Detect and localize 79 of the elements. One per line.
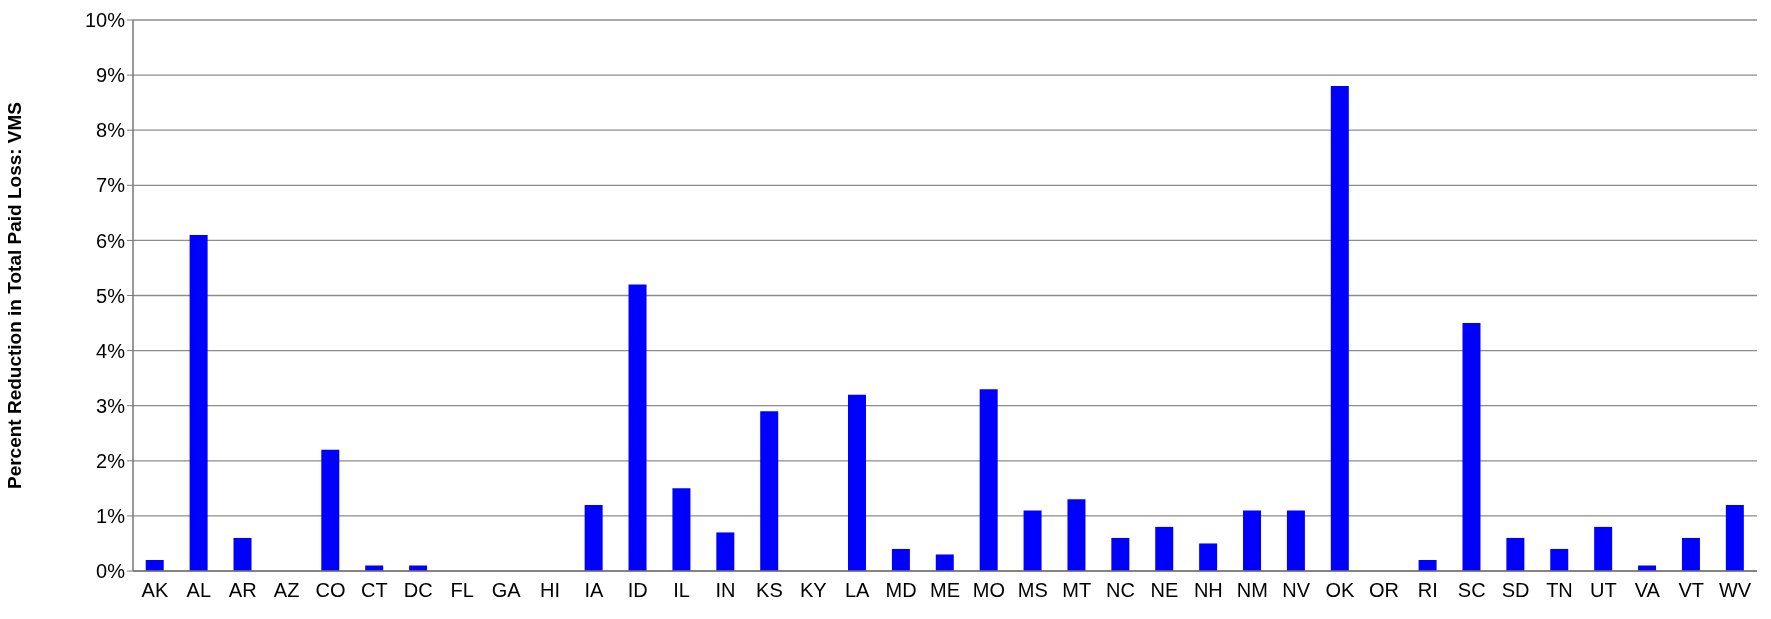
x-tick-label: UT bbox=[1590, 579, 1617, 602]
x-tick-label: KS bbox=[756, 579, 783, 602]
x-tick-label: SD bbox=[1501, 579, 1530, 602]
x-tick-label: IA bbox=[584, 579, 604, 602]
bar bbox=[760, 411, 779, 571]
bar bbox=[1418, 559, 1437, 571]
x-tick-label: AZ bbox=[273, 579, 300, 602]
x-tick-label: ID bbox=[627, 579, 648, 602]
x-tick-label: CT bbox=[361, 579, 388, 602]
bar bbox=[1111, 537, 1130, 571]
y-tick-label: 1% bbox=[96, 505, 126, 527]
bar bbox=[1155, 526, 1174, 571]
x-tick-label: NE bbox=[1150, 579, 1179, 602]
x-tick-label: CO bbox=[315, 579, 346, 602]
bar bbox=[365, 565, 384, 571]
y-tick-label: 0% bbox=[96, 560, 126, 583]
x-tick-label: ME bbox=[930, 579, 960, 602]
bar bbox=[189, 234, 208, 571]
y-tick-label: 5% bbox=[96, 284, 126, 307]
x-tick-label: HI bbox=[539, 579, 560, 602]
x-tick-label: FL bbox=[450, 579, 474, 602]
y-tick-label: 3% bbox=[96, 394, 126, 417]
x-tick-label: KY bbox=[799, 579, 827, 602]
x-tick-label: DC bbox=[403, 579, 433, 602]
bar bbox=[1286, 510, 1305, 571]
x-tick-label: RI bbox=[1417, 579, 1438, 602]
bar bbox=[935, 554, 954, 571]
bar bbox=[848, 394, 866, 571]
bar bbox=[1067, 499, 1086, 571]
bar bbox=[321, 449, 340, 571]
x-tick-label: AR bbox=[228, 579, 257, 602]
bar bbox=[233, 537, 252, 571]
x-tick-label: NH bbox=[1193, 579, 1223, 602]
bar bbox=[1550, 548, 1569, 571]
y-tick-label: 7% bbox=[96, 174, 126, 197]
bar bbox=[1243, 510, 1262, 571]
bar bbox=[584, 504, 603, 571]
x-tick-label: VT bbox=[1678, 579, 1704, 602]
x-tick-label: OK bbox=[1325, 579, 1356, 602]
y-tick-label: 9% bbox=[96, 64, 126, 87]
x-tick-label: IN bbox=[715, 579, 736, 602]
y-tick-label: 2% bbox=[96, 449, 126, 472]
x-tick-label: MD bbox=[885, 579, 917, 602]
bar bbox=[1681, 537, 1700, 571]
y-tick-label: 6% bbox=[96, 229, 126, 252]
bar bbox=[672, 488, 691, 571]
x-tick-label: OR bbox=[1368, 579, 1399, 602]
x-tick-label: MT bbox=[1062, 579, 1092, 602]
y-tick-label: 4% bbox=[96, 339, 126, 362]
bar bbox=[1023, 510, 1042, 571]
x-tick-label: NC bbox=[1106, 579, 1136, 602]
x-tick-label: MO bbox=[972, 579, 1005, 602]
bar bbox=[1594, 526, 1613, 571]
bar bbox=[1462, 323, 1481, 571]
bar bbox=[979, 389, 998, 571]
x-tick-label: LA bbox=[844, 579, 871, 602]
x-tick-label: AL bbox=[186, 579, 212, 602]
x-tick-label: MS bbox=[1017, 579, 1048, 602]
x-tick-label: VA bbox=[1634, 579, 1661, 602]
bar bbox=[1638, 565, 1657, 571]
bar bbox=[1330, 86, 1349, 571]
x-tick-label: GA bbox=[491, 579, 522, 602]
x-tick-label: SC bbox=[1457, 579, 1486, 602]
bar bbox=[1506, 537, 1525, 571]
x-tick-label: NM bbox=[1236, 579, 1268, 602]
x-tick-label: TN bbox=[1546, 579, 1573, 602]
bar bbox=[891, 548, 910, 571]
bar bbox=[1199, 543, 1218, 571]
y-tick-label: 8% bbox=[96, 119, 126, 142]
x-tick-label: WV bbox=[1718, 579, 1752, 602]
bar bbox=[628, 284, 647, 571]
x-tick-label: AK bbox=[141, 579, 169, 602]
bar bbox=[409, 565, 428, 571]
bar bbox=[145, 559, 164, 571]
bar bbox=[716, 532, 735, 571]
bar bbox=[1725, 504, 1744, 571]
x-tick-label: IL bbox=[673, 579, 690, 602]
x-tick-label: NV bbox=[1282, 579, 1311, 602]
y-tick-label: 10% bbox=[84, 9, 126, 32]
